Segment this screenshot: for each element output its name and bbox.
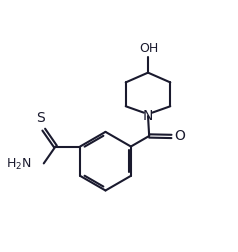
Text: O: O	[174, 130, 185, 143]
Text: N: N	[143, 109, 153, 122]
Text: H$_2$N: H$_2$N	[6, 157, 32, 172]
Text: S: S	[37, 111, 45, 125]
Text: OH: OH	[139, 42, 159, 55]
